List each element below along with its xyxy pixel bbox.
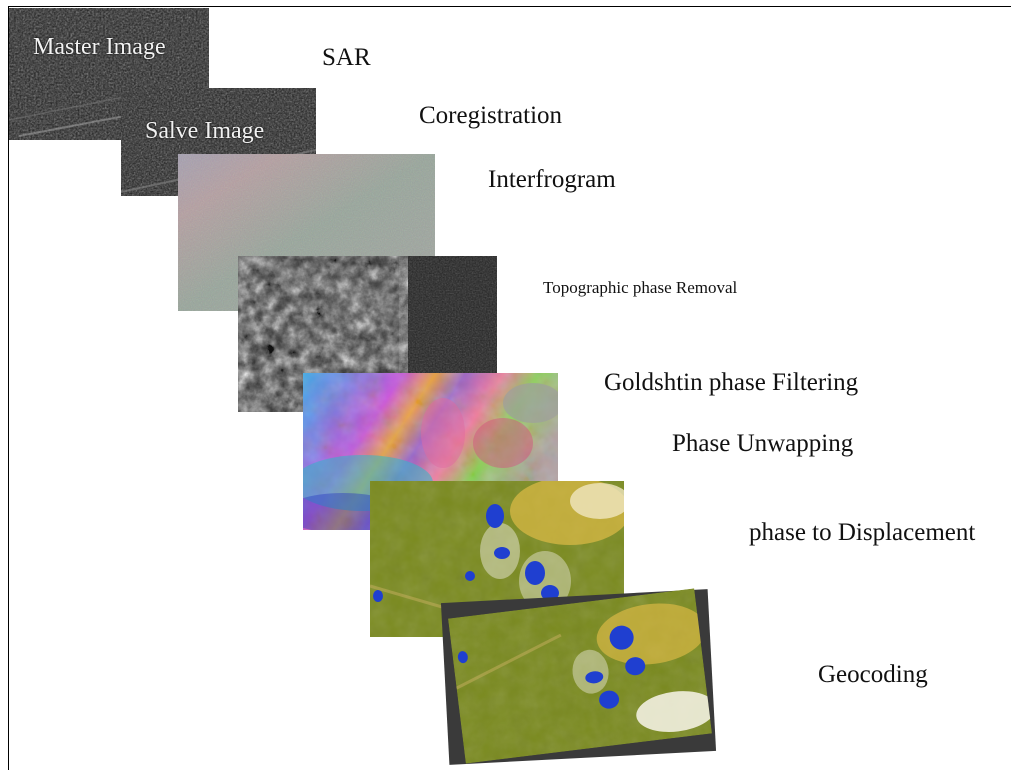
frame-left-border: [8, 6, 9, 770]
step-phase-filtering-label: Goldshtin phase Filtering: [604, 369, 859, 396]
master-image-label: Master Image: [33, 34, 166, 60]
slave-image-label: Salve Image: [145, 118, 265, 144]
step-coregistration-label: Coregistration: [419, 102, 563, 129]
step-phase-unwrapping-label: Phase Unwapping: [672, 430, 854, 457]
geocoded-displacement-panel: [448, 588, 712, 764]
step-geocoding-label: Geocoding: [818, 661, 928, 688]
geocoded-displacement-texture: [448, 588, 712, 764]
step-topographic-removal-label: Topographic phase Removal: [543, 278, 738, 297]
step-interferogram-label: Interfrogram: [488, 166, 616, 193]
step-sar-label: SAR: [322, 44, 371, 71]
frame-top-border: [8, 6, 1011, 7]
step-displacement-label: phase to Displacement: [749, 519, 976, 546]
